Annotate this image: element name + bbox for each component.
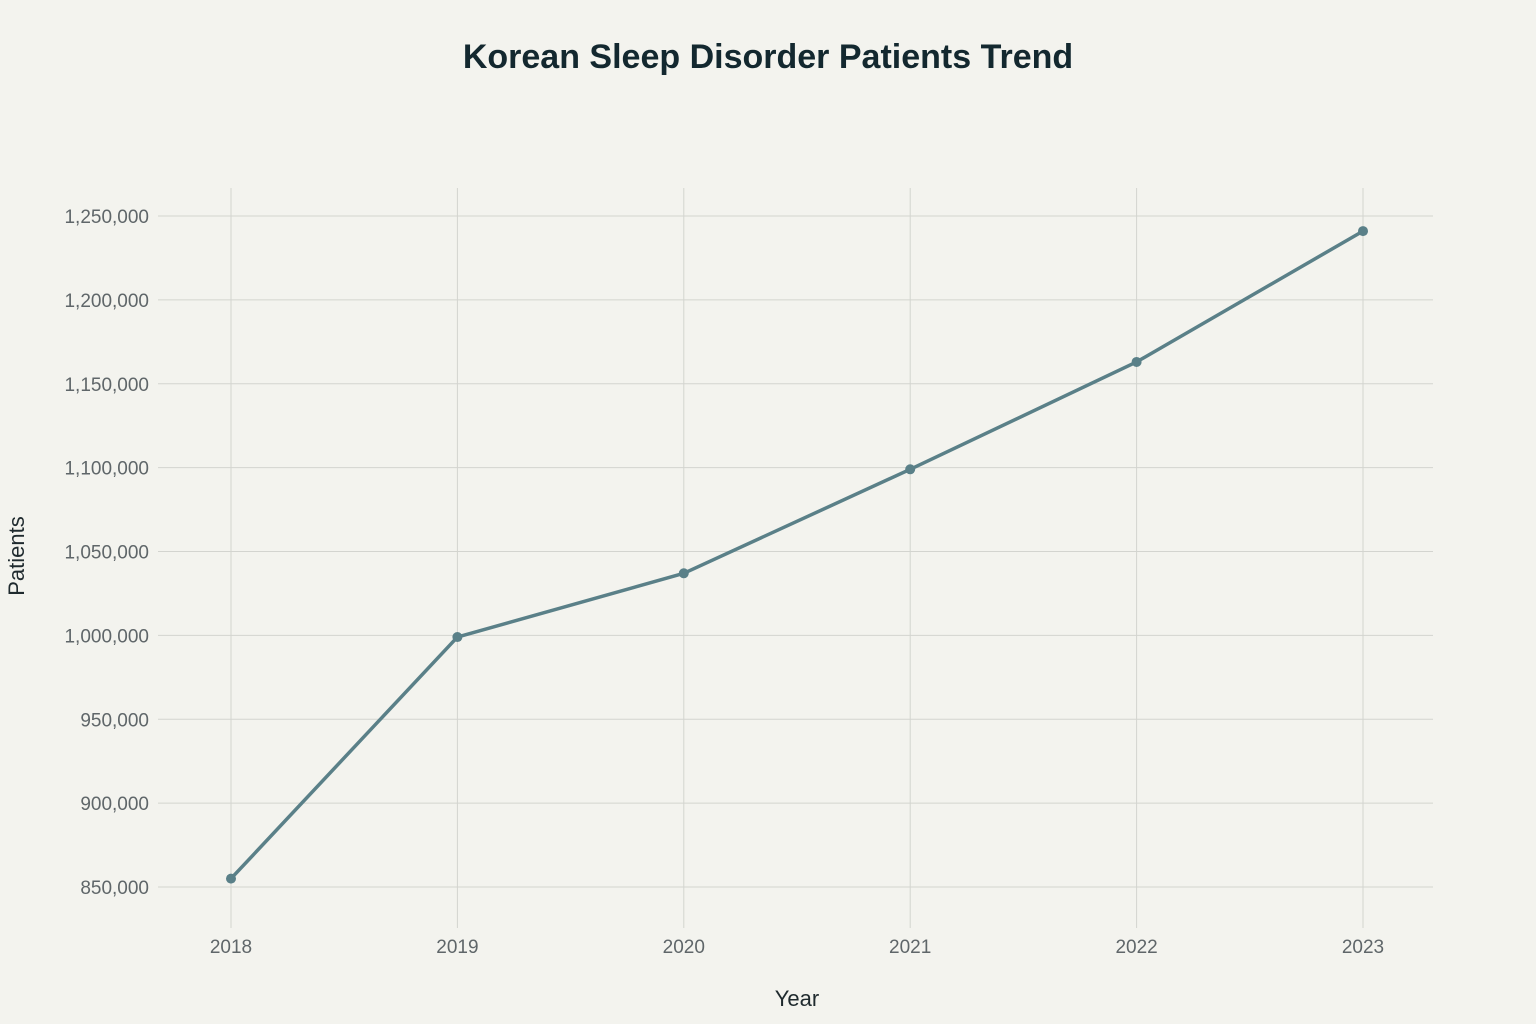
data-point-2020[interactable] [678, 568, 689, 579]
chart-title: Korean Sleep Disorder Patients Trend [462, 38, 1074, 76]
x-tick-label: 2019 [436, 937, 478, 958]
y-tick-label: 1,200,000 [64, 291, 149, 312]
x-tick-label: 2022 [1115, 937, 1157, 958]
y-tick-label: 900,000 [80, 794, 149, 815]
x-axis-ticks: 2018 2019 2020 2021 2022 2023 [210, 937, 1384, 958]
data-point-2018[interactable] [226, 873, 236, 884]
y-tick-label: 1,050,000 [64, 543, 149, 564]
y-tick-label: 1,100,000 [64, 459, 149, 480]
data-point-2022[interactable] [1131, 356, 1142, 367]
x-tick-label: 2018 [210, 937, 252, 958]
y-axis-ticks: 850,000 900,000 950,000 1,000,000 1,050,000 1… [64, 207, 149, 899]
x-tick-label: 2023 [1342, 937, 1384, 958]
grid-layer [158, 188, 1433, 928]
data-point-2023[interactable] [1358, 226, 1368, 237]
y-tick-label: 1,250,000 [64, 207, 149, 228]
data-point-2019[interactable] [452, 632, 463, 643]
series-line [229, 229, 1365, 881]
x-axis-title: Year [775, 986, 819, 1011]
x-tick-label: 2020 [663, 937, 705, 958]
y-tick-label: 850,000 [80, 878, 149, 899]
y-tick-label: 950,000 [80, 710, 149, 731]
y-axis-title: Patients [4, 516, 29, 596]
y-tick-label: 1,150,000 [64, 375, 149, 396]
y-tick-label: 1,000,000 [64, 626, 149, 647]
data-point-2021[interactable] [905, 464, 916, 475]
series-layer [226, 226, 1368, 884]
x-tick-label: 2021 [889, 937, 931, 958]
